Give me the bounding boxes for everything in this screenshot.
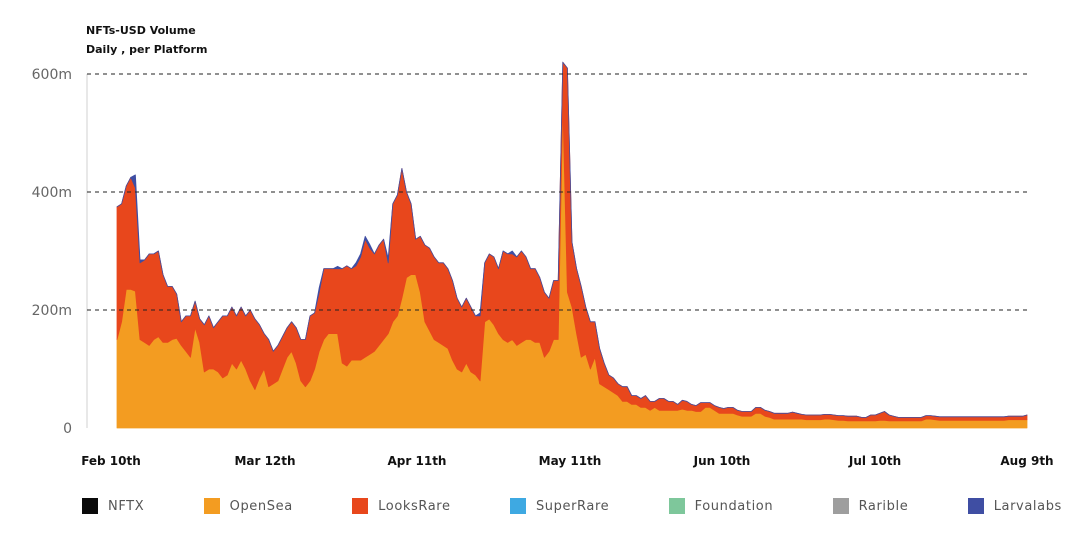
legend-swatch-nftx <box>82 498 98 514</box>
legend-item-rarible[interactable]: Rarible <box>832 498 909 514</box>
legend-item-foundation[interactable]: Foundation <box>668 498 774 514</box>
y-tick-label: 0 <box>63 421 72 437</box>
x-tick-label: Jun 10th <box>693 454 751 468</box>
x-tick-label: Jul 10th <box>848 454 901 468</box>
legend-label-opensea: OpenSea <box>229 498 293 514</box>
x-tick-label: May 11th <box>539 454 602 468</box>
legend-label-superrare: SuperRare <box>535 498 610 514</box>
legend-label-rarible: Rarible <box>858 498 909 514</box>
legend-swatch-larvalabs <box>967 498 984 514</box>
legend-item-superrare[interactable]: SuperRare <box>509 498 610 514</box>
legend-label-nftx: NFTX <box>108 498 145 514</box>
legend-swatch-opensea <box>203 498 220 514</box>
legend-swatch-looksrare <box>352 498 369 514</box>
stacked-area-chart: 0 200m 400m 600m Feb 10th Mar 12th Apr 11th May… <box>32 61 1054 468</box>
x-tick-label: Feb 10th <box>81 454 141 468</box>
legend-swatch-superrare <box>509 498 526 514</box>
x-tick-label: Mar 12th <box>234 454 295 468</box>
legend-swatch-foundation <box>668 498 685 514</box>
legend-item-nftx[interactable]: NFTX <box>82 498 144 514</box>
legend-item-looksrare[interactable]: LooksRare <box>352 498 450 514</box>
legend-label-larvalabs: Larvalabs <box>993 498 1062 514</box>
chart-legend: NFTX OpenSea LooksRare SuperRare Foundat… <box>82 498 1062 514</box>
y-tick-label: 600m <box>32 67 72 83</box>
y-tick-label: 400m <box>32 185 72 201</box>
x-tick-label: Aug 9th <box>1000 454 1053 468</box>
legend-label-foundation: Foundation <box>694 498 774 514</box>
legend-swatch-rarible <box>832 498 849 514</box>
y-tick-label: 200m <box>32 303 72 319</box>
x-tick-label: Apr 11th <box>388 454 447 468</box>
legend-label-looksrare: LooksRare <box>378 498 451 514</box>
chart-subtitle: Daily , per Platform <box>86 43 208 56</box>
series-area-larvalabs <box>116 61 1028 418</box>
chart-title: NFTs-USD Volume <box>86 24 196 37</box>
legend-item-opensea[interactable]: OpenSea <box>203 498 293 514</box>
legend-item-larvalabs[interactable]: Larvalabs <box>967 498 1062 514</box>
